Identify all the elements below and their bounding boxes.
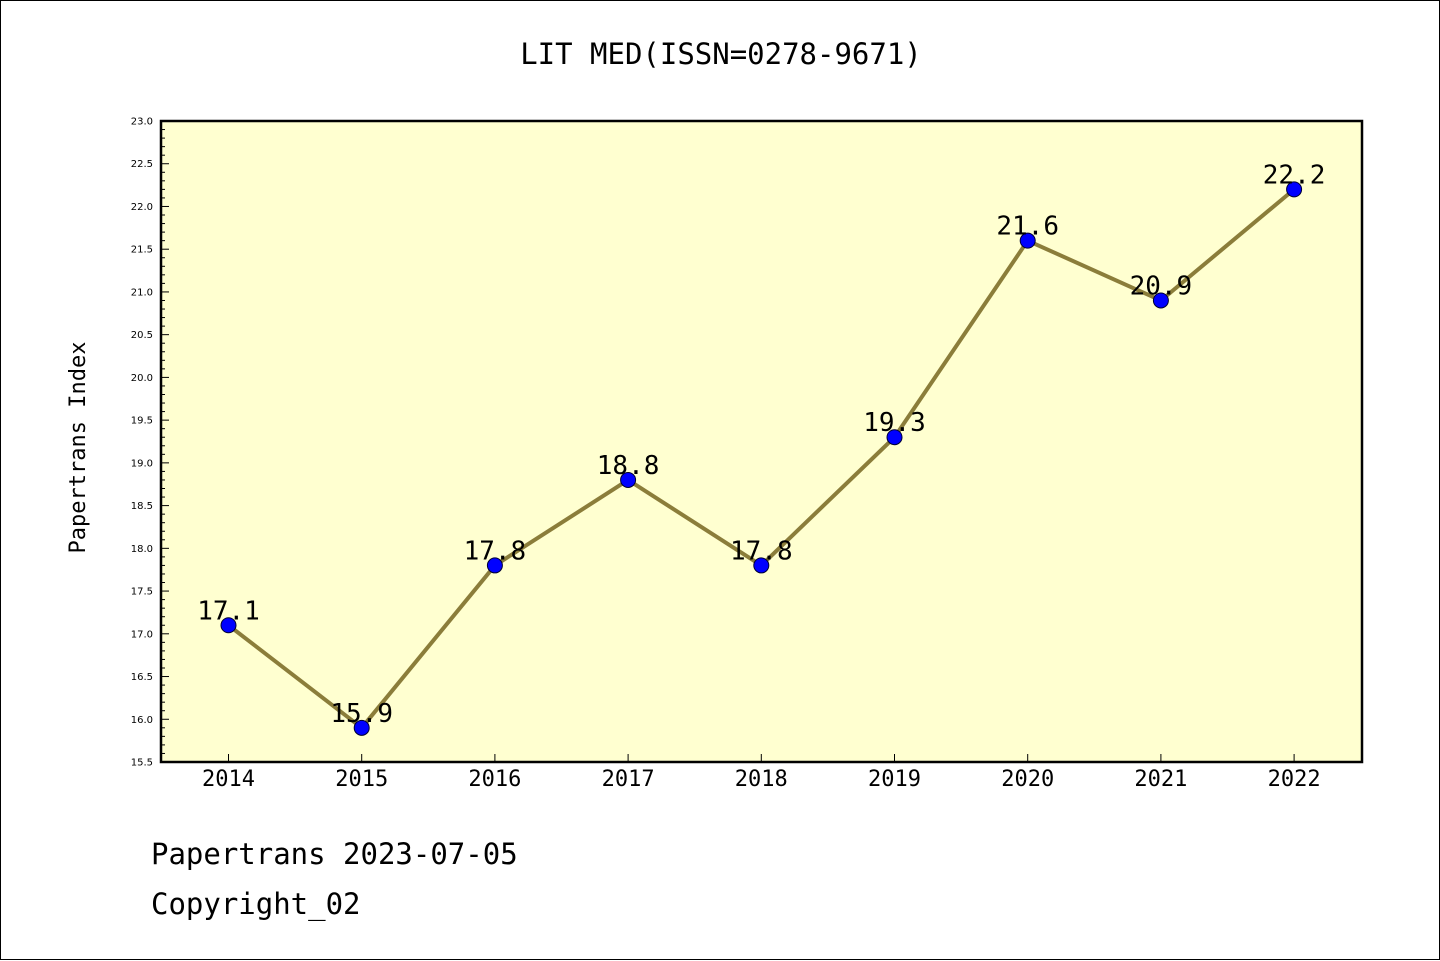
x-tick-label: 2017 bbox=[602, 767, 655, 792]
data-point-marker bbox=[353, 719, 370, 736]
data-point-marker bbox=[486, 557, 503, 574]
x-tick-label: 2021 bbox=[1134, 767, 1187, 792]
y-tick-label: 17.5 bbox=[131, 587, 153, 598]
data-label: 19.3 bbox=[863, 408, 926, 438]
y-axis-label: Papertrans Index bbox=[66, 342, 91, 554]
data-label: 20.9 bbox=[1130, 271, 1193, 301]
y-tick-label: 22.5 bbox=[131, 159, 153, 170]
data-point-marker bbox=[886, 429, 903, 446]
y-tick-label: 21.5 bbox=[131, 245, 153, 256]
y-tick-label: 19.5 bbox=[131, 416, 153, 427]
data-label: 17.8 bbox=[730, 536, 793, 566]
x-axis: 2014 2015 2016 2017 2018 2019 2020 2021 2022 bbox=[202, 754, 1321, 792]
data-label: 21.6 bbox=[996, 212, 1059, 242]
data-point-marker bbox=[753, 557, 770, 574]
y-tick-label: 20.0 bbox=[131, 373, 153, 384]
footer-copyright: Copyright_02 bbox=[151, 887, 361, 921]
y-tick-label: 16.0 bbox=[131, 715, 153, 726]
x-tick-label: 2016 bbox=[468, 767, 521, 792]
y-tick-label: 15.5 bbox=[131, 758, 153, 769]
y-tick-label: 18.5 bbox=[131, 501, 153, 512]
data-label: 17.8 bbox=[464, 536, 527, 566]
data-label: 18.8 bbox=[597, 451, 660, 481]
data-label: 15.9 bbox=[330, 699, 393, 729]
y-tick-label: 18.0 bbox=[131, 544, 153, 555]
data-point-marker bbox=[1019, 232, 1036, 249]
y-tick-label: 19.0 bbox=[131, 458, 153, 469]
data-point-marker bbox=[1152, 292, 1169, 309]
y-tick-label: 23.0 bbox=[131, 117, 153, 128]
chart-title: LIT MED(ISSN=0278-9671) bbox=[520, 37, 922, 71]
y-tick-label: 16.5 bbox=[131, 672, 153, 683]
y-tick-label: 20.5 bbox=[131, 330, 153, 341]
x-tick-label: 2022 bbox=[1268, 767, 1321, 792]
x-tick-label: 2020 bbox=[1001, 767, 1054, 792]
y-tick-label: 21.0 bbox=[131, 287, 153, 298]
data-point-marker bbox=[220, 617, 237, 634]
x-tick-label: 2014 bbox=[202, 767, 255, 792]
x-tick-label: 2015 bbox=[335, 767, 388, 792]
x-tick-label: 2019 bbox=[868, 767, 921, 792]
data-point-marker bbox=[1286, 181, 1303, 198]
data-point-marker bbox=[620, 471, 637, 488]
plot-area bbox=[161, 121, 1362, 762]
y-axis: 15.5 16.0 16.5 17.0 17.5 18.0 18.5 19.0 19.5 20.0… bbox=[131, 117, 169, 769]
data-label: 17.1 bbox=[197, 596, 260, 626]
plot-border bbox=[159, 119, 1364, 764]
y-tick-label: 22.0 bbox=[131, 202, 153, 213]
footer-date: Papertrans 2023-07-05 bbox=[151, 837, 518, 871]
y-tick-label: 17.0 bbox=[131, 629, 153, 640]
data-label: 22.2 bbox=[1263, 160, 1326, 190]
x-tick-label: 2018 bbox=[735, 767, 788, 792]
